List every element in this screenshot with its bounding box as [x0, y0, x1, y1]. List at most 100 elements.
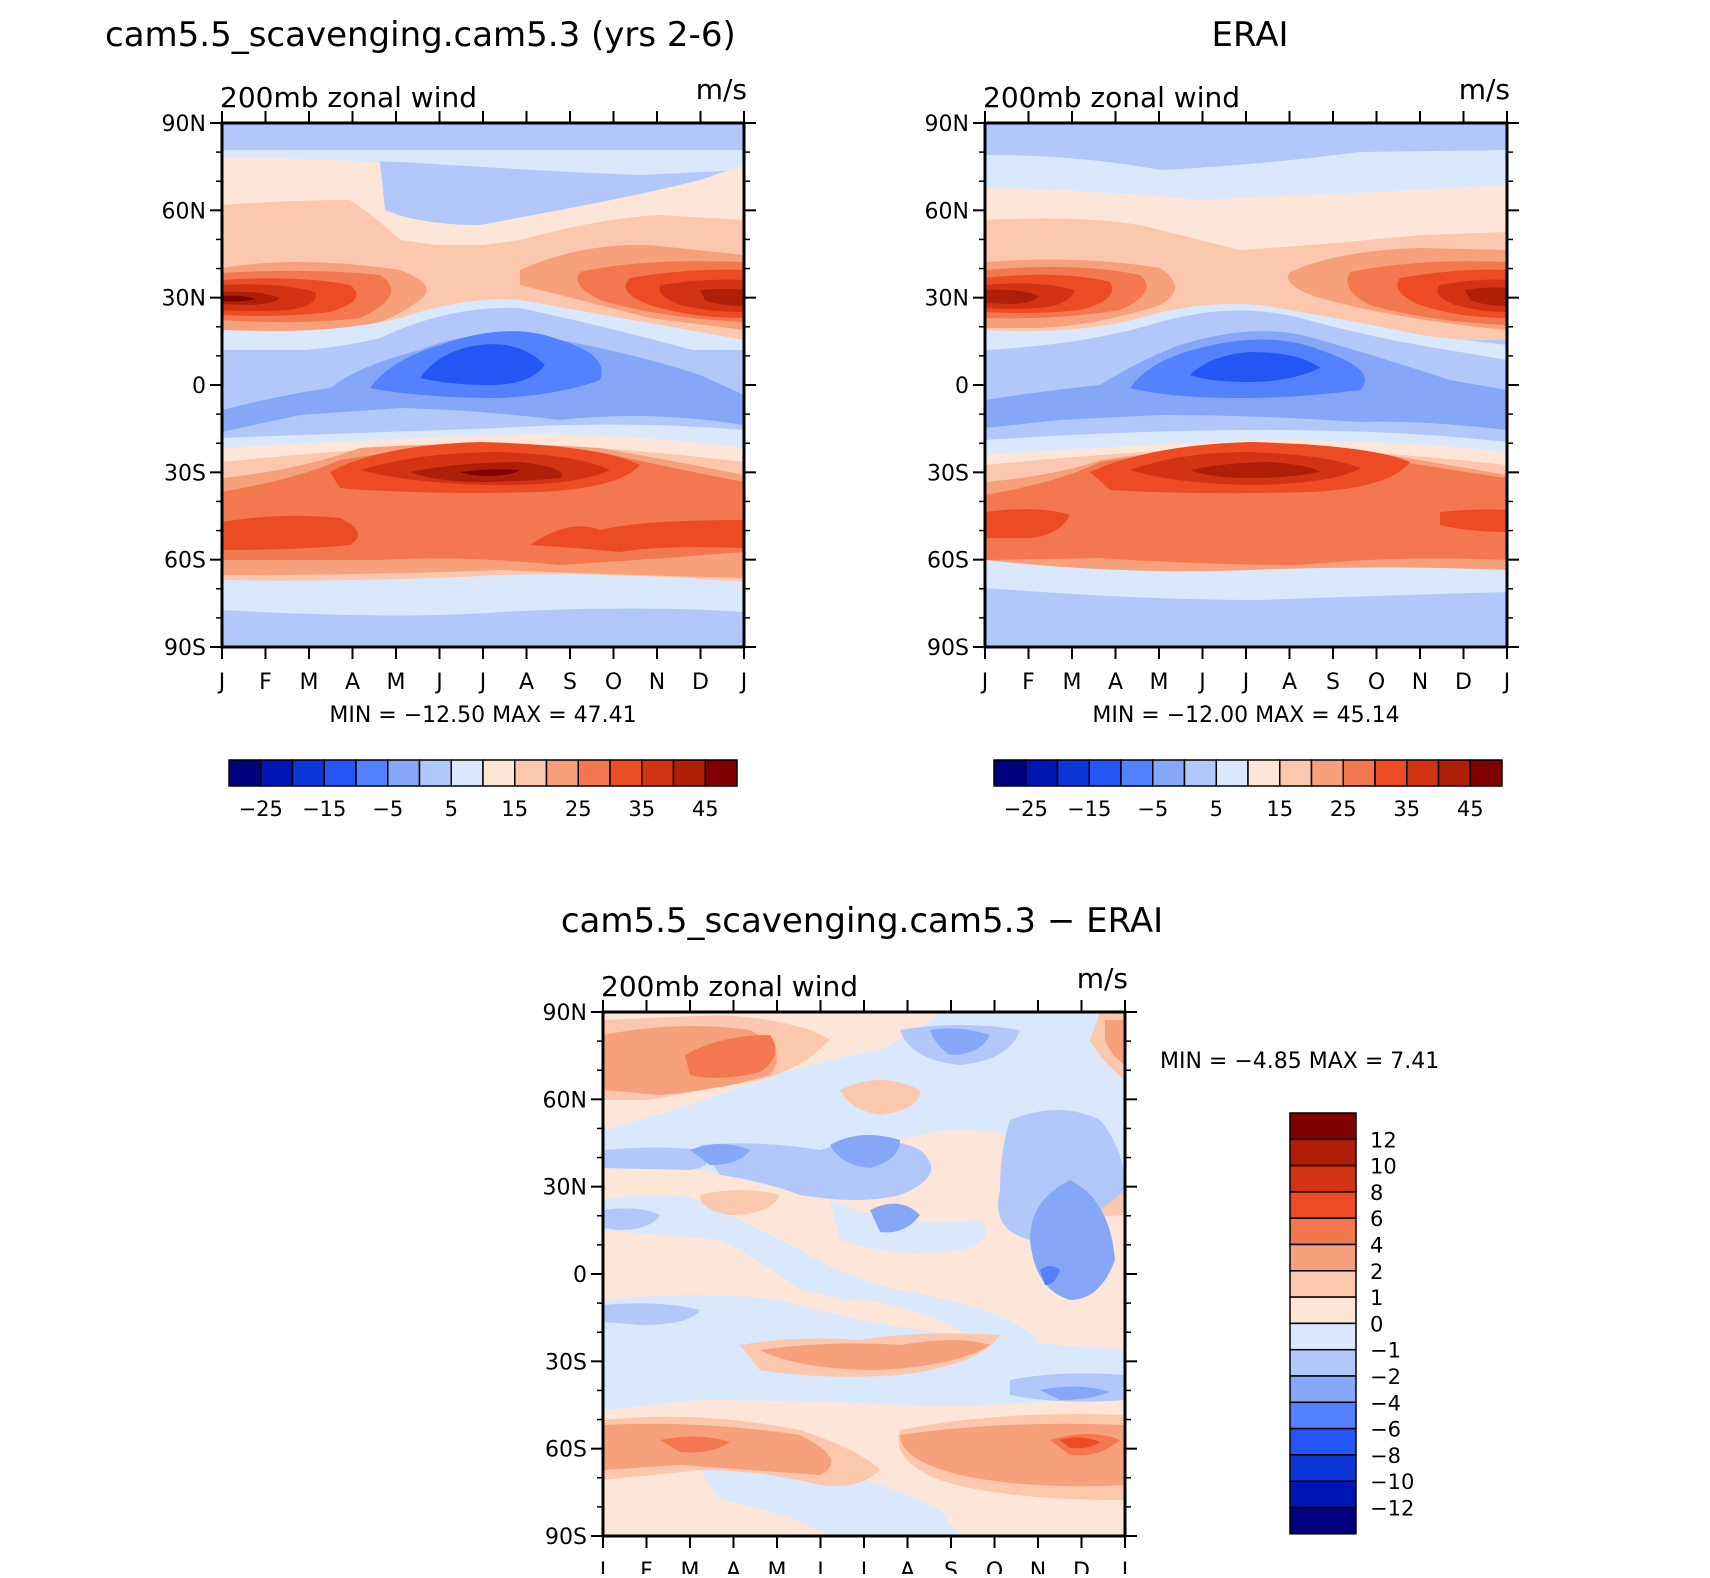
panel-erai-colorbar: −25 −15 −5 5 15 25 35 45: [993, 759, 1503, 821]
panel-erai-y-axis: 90N 60N 30N 0 30S 60S 90S: [925, 112, 1519, 661]
y-tick-label: 90S: [545, 1525, 587, 1550]
colorbar-swatch: [482, 759, 516, 787]
x-tick-label: J: [217, 670, 226, 695]
colorbar-swatch: [704, 759, 738, 787]
panel-diff-minmax: MIN = −4.85 MAX = 7.41: [1160, 1049, 1439, 1074]
x-tick-label: J: [859, 1559, 868, 1574]
colorbar-label: −8: [1370, 1444, 1401, 1468]
colorbar-swatch: [418, 759, 452, 787]
colorbar-label: 1: [1370, 1286, 1383, 1310]
y-tick-label: 90N: [925, 112, 969, 137]
y-tick-label: 90S: [164, 636, 206, 661]
x-tick-label: J: [478, 670, 487, 695]
colorbar-swatch: [1279, 759, 1313, 787]
x-tick-label: O: [605, 670, 622, 695]
y-tick-label: 30N: [925, 287, 969, 312]
x-tick-label: J: [598, 1559, 607, 1574]
x-tick-label: J: [1120, 1559, 1129, 1574]
x-tick-label: F: [259, 670, 272, 695]
y-tick-label: 60N: [925, 199, 969, 224]
colorbar-swatch: [1289, 1454, 1357, 1482]
colorbar-swatch: [323, 759, 357, 787]
panel-erai: ERAI 200mb zonal wind m/s: [925, 15, 1519, 821]
colorbar-swatch: [450, 759, 484, 787]
panel-diff-y-axis: 90N 60N 30N 0 30S 60S 90S: [543, 1001, 1137, 1550]
colorbar-swatch: [1289, 1164, 1357, 1193]
panel-diff-variable-label: 200mb zonal wind: [601, 970, 858, 1003]
colorbar-swatch: [1289, 1191, 1357, 1219]
colorbar-label: −15: [1067, 797, 1111, 821]
y-tick-label: 30S: [545, 1350, 587, 1375]
panel-model-units-label: m/s: [696, 73, 747, 106]
x-tick-label: J: [1241, 670, 1250, 695]
x-tick-label: A: [726, 1559, 741, 1574]
panel-model-colorbar: −25 −15 −5 5 15 25 35 45: [228, 759, 738, 821]
panel-erai-units-label: m/s: [1459, 73, 1510, 106]
x-tick-label: S: [944, 1559, 958, 1574]
x-tick-label: O: [1368, 670, 1385, 695]
x-tick-label: M: [1063, 670, 1082, 695]
panel-model-contour-field: [222, 123, 744, 647]
y-tick-label: 90N: [162, 112, 206, 137]
colorbar-swatch: [1289, 1296, 1357, 1325]
colorbar-swatch: [514, 759, 548, 787]
y-tick-label: 60S: [927, 549, 969, 574]
x-tick-label: A: [345, 670, 360, 695]
x-tick-label: S: [1326, 670, 1340, 695]
colorbar-label: 5: [1210, 797, 1223, 821]
panel-model-y-axis: 90N 60N 30N 0 30S 60S 90S: [162, 112, 756, 661]
colorbar-swatch: [641, 759, 675, 787]
x-tick-label: A: [1282, 670, 1297, 695]
colorbar-label: 0: [1370, 1312, 1383, 1336]
x-tick-label: N: [1030, 1559, 1046, 1574]
colorbar-swatch: [1025, 759, 1059, 787]
x-tick-label: J: [1197, 670, 1206, 695]
panel-erai-contour-field: [985, 123, 1507, 647]
colorbar-swatch: [260, 759, 294, 787]
panel-diff-contour-field: [603, 1012, 1125, 1536]
colorbar-label: 6: [1370, 1207, 1383, 1231]
colorbar-swatch: [1289, 1138, 1357, 1167]
colorbar-swatch: [545, 759, 579, 787]
colorbar-swatch: [609, 759, 643, 787]
colorbar-label: 8: [1370, 1181, 1383, 1205]
panel-model-minmax: MIN = −12.50 MAX = 47.41: [329, 703, 636, 728]
colorbar-swatch: [1215, 759, 1249, 787]
colorbar-label: 35: [1393, 797, 1420, 821]
x-tick-label: J: [739, 670, 748, 695]
x-tick-label: A: [1108, 670, 1123, 695]
y-tick-label: 0: [192, 374, 206, 399]
y-tick-label: 90N: [543, 1001, 587, 1026]
panel-model: cam5.5_scavenging.cam5.3 (yrs 2-6) 200mb…: [105, 15, 756, 821]
colorbar-label: −1: [1370, 1339, 1401, 1363]
colorbar-label: 10: [1370, 1155, 1397, 1179]
colorbar-swatch: [1183, 759, 1217, 787]
x-tick-label: M: [1150, 670, 1169, 695]
colorbar-swatch: [1120, 759, 1154, 787]
x-tick-label: F: [640, 1559, 653, 1574]
colorbar-swatch: [1437, 759, 1471, 787]
x-tick-label: A: [900, 1559, 915, 1574]
x-tick-label: F: [1022, 670, 1035, 695]
colorbar-label: 45: [1457, 797, 1484, 821]
colorbar-swatch: [1247, 759, 1281, 787]
colorbar-swatch: [993, 759, 1027, 787]
panel-erai-title: ERAI: [1211, 15, 1288, 55]
y-tick-label: 30S: [927, 461, 969, 486]
y-tick-label: 30N: [543, 1176, 587, 1201]
x-tick-label: D: [1073, 1559, 1090, 1574]
colorbar-label: 45: [692, 797, 719, 821]
colorbar-swatch: [1289, 1506, 1357, 1535]
colorbar-swatch: [1289, 1401, 1357, 1430]
x-tick-label: J: [980, 670, 989, 695]
y-tick-label: 30N: [162, 287, 206, 312]
y-tick-label: 60S: [164, 549, 206, 574]
colorbar-swatch: [1374, 759, 1408, 787]
y-tick-label: 60S: [545, 1438, 587, 1463]
x-tick-label: N: [1412, 670, 1428, 695]
colorbar-label: 12: [1370, 1128, 1397, 1152]
x-tick-label: J: [1502, 670, 1511, 695]
